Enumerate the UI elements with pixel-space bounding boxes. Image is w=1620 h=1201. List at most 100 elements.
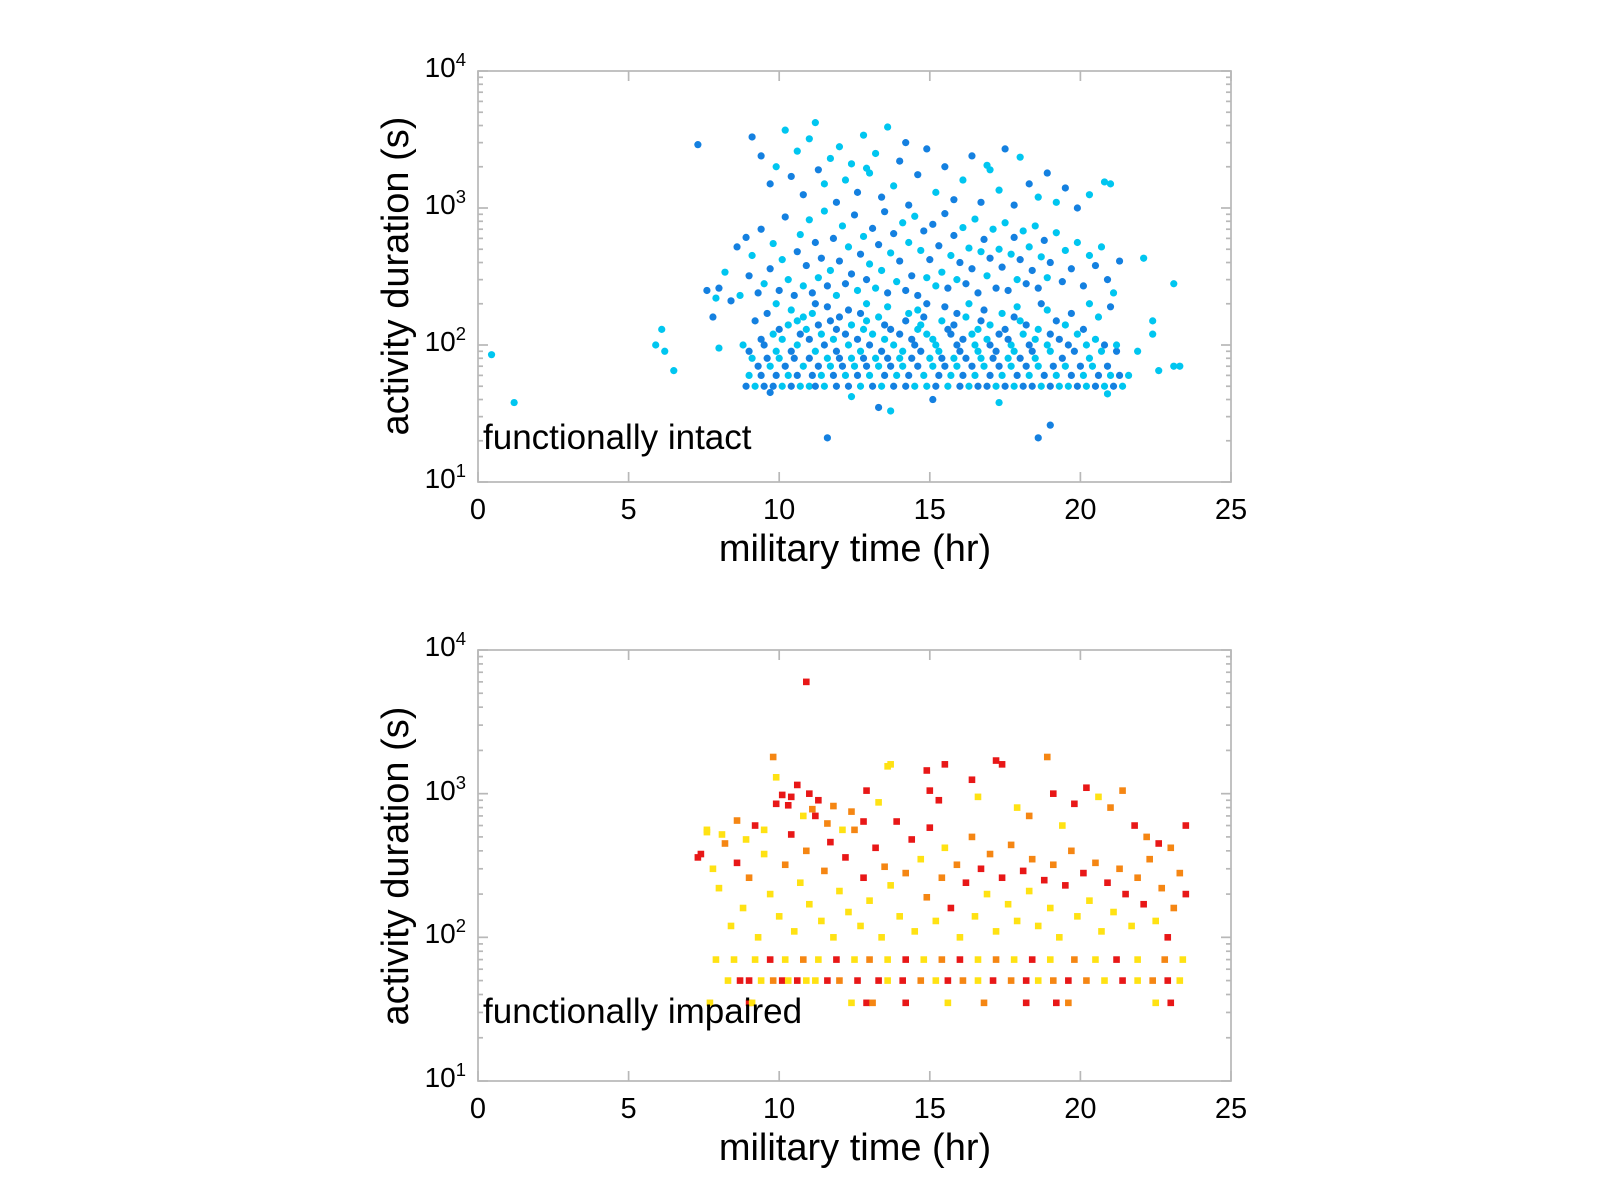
data-point xyxy=(953,309,961,318)
data-point xyxy=(890,382,898,390)
data-point xyxy=(1074,913,1081,920)
data-point xyxy=(905,238,913,247)
data-point xyxy=(745,977,753,984)
data-point xyxy=(823,303,831,311)
data-point xyxy=(941,362,949,370)
data-point xyxy=(811,300,819,308)
data-point xyxy=(745,874,753,882)
data-point xyxy=(857,922,864,930)
top-plot-ylabel: activity duration (s) xyxy=(375,116,417,436)
data-point xyxy=(992,284,1000,292)
data-point xyxy=(1131,822,1138,829)
data-point xyxy=(983,382,991,390)
data-point xyxy=(1140,254,1148,262)
data-point xyxy=(983,335,991,343)
data-point xyxy=(835,257,844,265)
data-point xyxy=(911,212,919,220)
data-point xyxy=(715,284,723,292)
data-point xyxy=(893,371,901,379)
data-point xyxy=(941,303,949,311)
data-point xyxy=(799,812,807,820)
data-point xyxy=(914,362,922,370)
data-point xyxy=(863,787,870,794)
data-point xyxy=(995,398,1003,407)
data-point xyxy=(1083,784,1090,792)
data-point xyxy=(1086,897,1093,904)
bottom-plot-ylabel: activity duration (s) xyxy=(375,706,417,1026)
data-point xyxy=(824,977,831,984)
data-point xyxy=(830,934,837,941)
data-point xyxy=(760,850,768,858)
data-point xyxy=(1124,371,1133,379)
xtick-label: 15 xyxy=(913,1093,946,1125)
data-point xyxy=(884,289,892,297)
data-point xyxy=(670,367,678,375)
data-point xyxy=(1122,890,1129,898)
data-point xyxy=(959,371,967,379)
data-point xyxy=(872,844,879,852)
data-point xyxy=(971,341,979,349)
data-point xyxy=(1013,276,1021,284)
xtick-label: 0 xyxy=(469,1093,487,1125)
data-point xyxy=(811,119,819,127)
data-point xyxy=(1022,362,1030,370)
top-plot-xlabel: military time (hr) xyxy=(718,528,992,570)
data-point xyxy=(974,382,982,390)
data-point xyxy=(950,354,958,362)
data-point xyxy=(1010,233,1018,242)
data-point xyxy=(1022,977,1030,984)
data-point xyxy=(796,230,804,239)
data-point xyxy=(772,163,780,171)
data-point xyxy=(763,309,771,318)
data-point xyxy=(862,164,871,172)
data-point xyxy=(793,371,801,379)
data-point xyxy=(811,382,819,390)
data-point xyxy=(1109,289,1118,297)
data-point xyxy=(1076,362,1084,370)
data-point xyxy=(1170,904,1178,912)
data-point xyxy=(796,330,804,338)
data-point xyxy=(805,354,813,362)
data-point xyxy=(1022,280,1030,288)
data-point xyxy=(727,922,735,930)
data-point xyxy=(811,347,819,355)
data-point xyxy=(808,371,816,379)
data-point xyxy=(805,216,813,224)
data-point xyxy=(718,831,726,838)
data-point xyxy=(787,306,795,314)
data-point xyxy=(1043,169,1051,177)
data-point xyxy=(1043,753,1051,761)
data-point xyxy=(1007,841,1015,849)
data-point xyxy=(1016,317,1024,325)
data-point xyxy=(853,286,862,295)
data-point xyxy=(1176,869,1184,877)
data-point xyxy=(1097,347,1106,355)
data-point xyxy=(956,347,964,355)
data-point xyxy=(775,286,783,295)
data-point xyxy=(968,833,976,841)
data-point xyxy=(1107,804,1114,811)
data-point xyxy=(1070,347,1078,355)
data-point xyxy=(998,874,1006,882)
data-point xyxy=(1106,371,1115,379)
data-point xyxy=(802,325,810,333)
data-point xyxy=(1028,382,1036,390)
data-point xyxy=(935,371,943,379)
data-point xyxy=(799,191,807,199)
data-point xyxy=(986,371,994,379)
data-point xyxy=(859,354,868,362)
data-point xyxy=(853,188,862,196)
data-point xyxy=(1067,371,1075,379)
data-point xyxy=(1098,928,1105,935)
data-point xyxy=(1031,354,1039,362)
data-point xyxy=(1128,922,1135,930)
data-point xyxy=(1079,282,1088,290)
ytick-label: 102 xyxy=(424,915,466,950)
data-point xyxy=(1040,371,1048,379)
data-point xyxy=(850,211,859,219)
data-point xyxy=(748,999,756,1007)
data-point xyxy=(887,882,894,889)
data-point xyxy=(896,257,904,265)
data-point xyxy=(1049,362,1057,370)
functionally-impaired-scatter-box xyxy=(477,649,1232,1082)
